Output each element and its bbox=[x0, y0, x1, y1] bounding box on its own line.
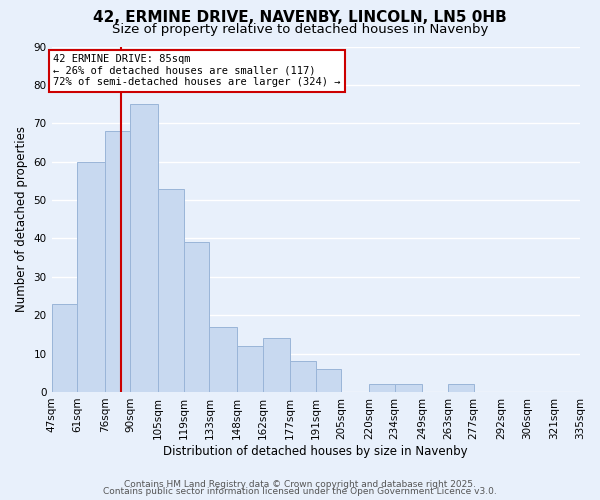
Bar bbox=[209, 326, 237, 392]
Bar bbox=[448, 384, 473, 392]
Bar bbox=[263, 338, 290, 392]
Text: 42 ERMINE DRIVE: 85sqm
← 26% of detached houses are smaller (117)
72% of semi-de: 42 ERMINE DRIVE: 85sqm ← 26% of detached… bbox=[53, 54, 341, 88]
Y-axis label: Number of detached properties: Number of detached properties bbox=[15, 126, 28, 312]
Text: Size of property relative to detached houses in Navenby: Size of property relative to detached ho… bbox=[112, 22, 488, 36]
Bar bbox=[105, 131, 130, 392]
Bar bbox=[130, 104, 158, 392]
Bar bbox=[395, 384, 422, 392]
Bar bbox=[369, 384, 395, 392]
Bar bbox=[158, 188, 184, 392]
Bar bbox=[52, 304, 77, 392]
Bar bbox=[290, 362, 316, 392]
Bar bbox=[77, 162, 105, 392]
Bar bbox=[184, 242, 209, 392]
Bar bbox=[316, 369, 341, 392]
X-axis label: Distribution of detached houses by size in Navenby: Distribution of detached houses by size … bbox=[163, 444, 468, 458]
Text: Contains HM Land Registry data © Crown copyright and database right 2025.: Contains HM Land Registry data © Crown c… bbox=[124, 480, 476, 489]
Text: Contains public sector information licensed under the Open Government Licence v3: Contains public sector information licen… bbox=[103, 487, 497, 496]
Text: 42, ERMINE DRIVE, NAVENBY, LINCOLN, LN5 0HB: 42, ERMINE DRIVE, NAVENBY, LINCOLN, LN5 … bbox=[93, 10, 507, 25]
Bar bbox=[237, 346, 263, 392]
